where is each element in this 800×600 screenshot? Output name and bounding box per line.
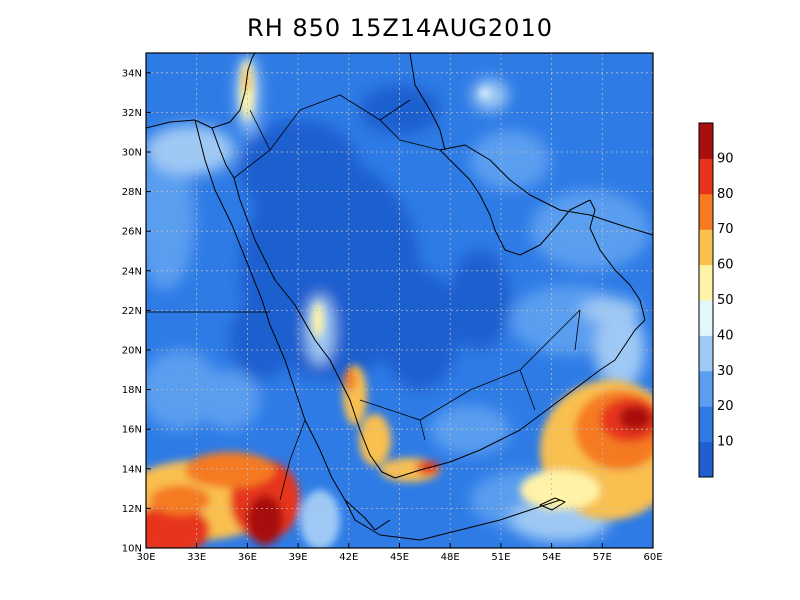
x-axis-ticks: 30E 33E 36E 39E 42E 45E 48E 51E 54E 57E 60E xyxy=(136,543,663,563)
x-tick-label: 54E xyxy=(542,552,561,563)
colorbar-swatch xyxy=(699,264,713,301)
colorbar-swatch xyxy=(699,158,713,195)
colorbar-swatch xyxy=(699,370,713,407)
colorbar-label: 70 xyxy=(717,222,734,237)
humidity-field xyxy=(146,53,653,548)
y-tick-label: 10N xyxy=(122,544,142,555)
y-tick-label: 34N xyxy=(122,68,142,79)
colorbar-swatch xyxy=(699,300,713,336)
map-frame xyxy=(145,52,654,549)
y-tick-label: 24N xyxy=(122,266,142,277)
colorbar-label: 60 xyxy=(717,258,734,273)
colorbar-label: 90 xyxy=(717,151,734,166)
colorbar: 10 20 30 40 50 60 70 80 90 xyxy=(698,122,734,478)
colorbar-label: 50 xyxy=(717,293,734,308)
y-tick-label: 12N xyxy=(122,504,142,515)
colorbar-swatch xyxy=(699,335,713,372)
political-borders xyxy=(146,94,581,501)
x-tick-label: 57E xyxy=(593,552,612,563)
y-tick-label: 18N xyxy=(122,385,142,396)
colorbar-label: 30 xyxy=(717,364,734,379)
colorbar-swatch xyxy=(699,406,713,443)
y-tick-label: 20N xyxy=(122,346,142,357)
x-tick-label: 48E xyxy=(441,552,460,563)
x-tick-label: 39E xyxy=(289,552,308,563)
plot-title: RH 850 15Z14AUG2010 xyxy=(247,14,553,42)
y-tick-label: 22N xyxy=(122,306,142,317)
x-tick-label: 60E xyxy=(643,552,662,563)
x-tick-label: 42E xyxy=(339,552,358,563)
y-tick-label: 16N xyxy=(122,425,142,436)
x-tick-label: 51E xyxy=(491,552,510,563)
colorbar-swatch xyxy=(699,229,713,266)
y-tick-label: 32N xyxy=(122,108,142,119)
coastlines xyxy=(146,53,653,541)
colorbar-swatch xyxy=(699,123,713,159)
colorbar-swatch xyxy=(699,193,713,230)
y-axis-ticks: 10N 12N 14N 16N 18N 20N 22N 24N 26N 28N 30N 32N 34N xyxy=(122,68,151,555)
x-tick-label: 30E xyxy=(136,552,155,563)
y-tick-label: 30N xyxy=(122,148,142,159)
colorbar-label: 40 xyxy=(717,328,734,343)
colorbar-label: 80 xyxy=(717,187,734,202)
x-tick-label: 33E xyxy=(187,552,206,563)
colorbar-label: 20 xyxy=(717,399,734,414)
y-tick-label: 14N xyxy=(122,464,142,475)
x-tick-label: 45E xyxy=(390,552,409,563)
y-tick-label: 26N xyxy=(122,227,142,238)
colorbar-label: 10 xyxy=(717,435,734,450)
x-tick-label: 36E xyxy=(238,552,257,563)
colorbar-swatch xyxy=(699,441,713,478)
colorbar-frame xyxy=(698,122,714,478)
y-tick-label: 28N xyxy=(122,187,142,198)
